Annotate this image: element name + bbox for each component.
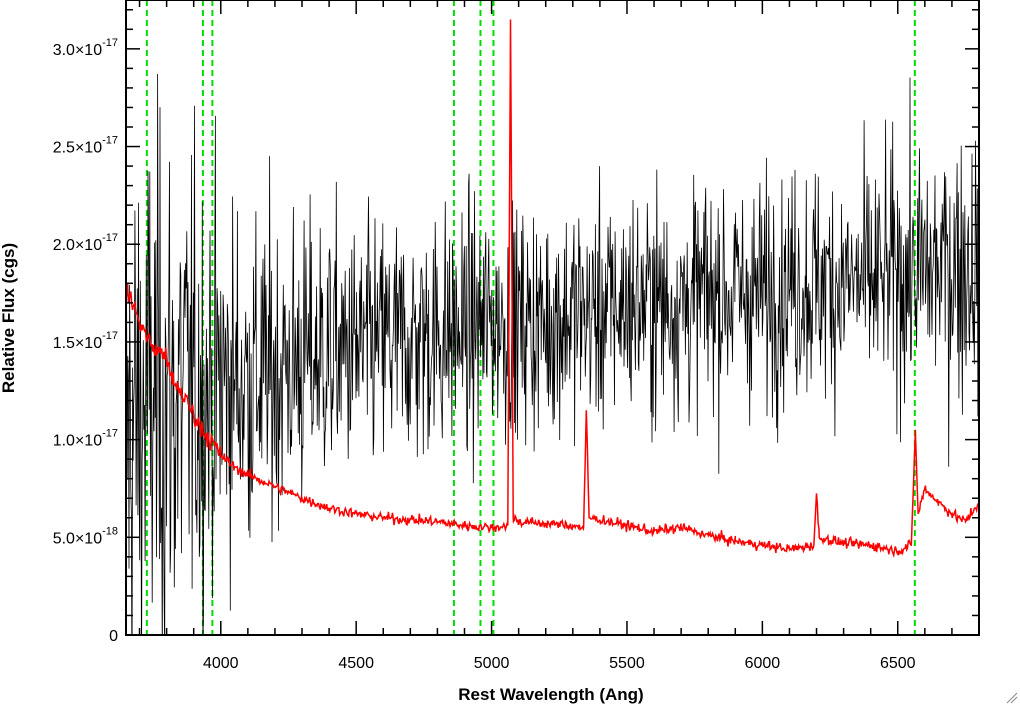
x-tick-label: 4500 [338, 655, 374, 672]
plot-frame [125, 0, 980, 636]
y-tick-label: 1.5×10-17 [53, 330, 118, 352]
x-tick-label: 6000 [745, 655, 781, 672]
resize-grip-icon[interactable] [1006, 692, 1018, 704]
axes-layer: 4000 4500 5000 5500 6000 6500 0 5.0×10-18 1.0×10… [53, 0, 980, 672]
x-tick-label: 4000 [203, 655, 239, 672]
x-tick-label: 5000 [474, 655, 510, 672]
x-tick-label: 5500 [609, 655, 645, 672]
model-spectrum-line [126, 19, 979, 558]
observed-spectrum-line [126, 73, 979, 635]
y-tick-label: 0 [109, 628, 118, 645]
y-tick-label: 3.0×10-17 [53, 37, 118, 59]
emission-line-markers [145, 0, 916, 635]
x-tick-label: 6500 [880, 655, 916, 672]
y-tick-label: 2.5×10-17 [53, 135, 118, 157]
y-axis-title: Relative Flux (cgs) [0, 243, 18, 393]
y-tick-label: 2.0×10-17 [53, 232, 118, 254]
x-axis-title: Rest Wavelength (Ang) [458, 685, 643, 704]
y-tick-label: 5.0×10-18 [53, 525, 118, 547]
y-tick-label: 1.0×10-17 [53, 428, 118, 450]
series-layer [126, 19, 979, 635]
